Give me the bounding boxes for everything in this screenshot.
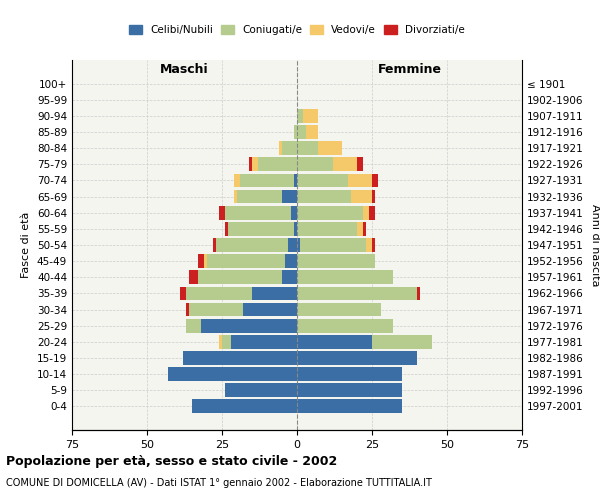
Bar <box>318 142 342 155</box>
Bar <box>240 174 294 188</box>
Bar <box>357 222 363 235</box>
Bar <box>333 158 357 171</box>
Text: Popolazione per età, sesso e stato civile - 2002: Popolazione per età, sesso e stato civil… <box>6 455 337 468</box>
Bar <box>225 384 297 397</box>
Bar <box>297 206 363 220</box>
Bar <box>357 158 363 171</box>
Bar <box>297 367 402 381</box>
Bar <box>258 158 297 171</box>
Text: Maschi: Maschi <box>160 62 209 76</box>
Bar <box>252 286 297 300</box>
Bar <box>372 190 375 203</box>
Bar <box>294 125 297 139</box>
Bar <box>234 174 240 188</box>
Bar <box>288 238 297 252</box>
Bar <box>180 286 186 300</box>
Bar <box>297 286 417 300</box>
Bar <box>225 222 228 235</box>
Bar <box>168 367 297 381</box>
Bar <box>291 206 297 220</box>
Bar <box>297 238 300 252</box>
Bar <box>219 206 225 220</box>
Bar <box>297 142 318 155</box>
Bar <box>282 190 297 203</box>
Bar <box>252 158 258 171</box>
Bar <box>243 302 297 316</box>
Bar <box>282 270 297 284</box>
Bar <box>297 351 417 365</box>
Bar <box>249 158 252 171</box>
Bar <box>297 335 372 348</box>
Bar <box>297 384 402 397</box>
Bar <box>348 174 372 188</box>
Bar <box>189 270 198 284</box>
Bar <box>363 222 366 235</box>
Bar <box>216 238 288 252</box>
Bar <box>303 109 318 123</box>
Legend: Celibi/Nubili, Coniugati/e, Vedovi/e, Divorziati/e: Celibi/Nubili, Coniugati/e, Vedovi/e, Di… <box>125 21 469 39</box>
Bar <box>231 335 297 348</box>
Bar <box>186 319 201 332</box>
Text: COMUNE DI DOMICELLA (AV) - Dati ISTAT 1° gennaio 2002 - Elaborazione TUTTITALIA.: COMUNE DI DOMICELLA (AV) - Dati ISTAT 1°… <box>6 478 432 488</box>
Bar <box>219 335 222 348</box>
Bar <box>192 400 297 413</box>
Bar <box>297 190 351 203</box>
Bar <box>207 254 285 268</box>
Bar <box>198 254 204 268</box>
Bar <box>417 286 420 300</box>
Bar <box>222 335 231 348</box>
Bar <box>297 270 393 284</box>
Y-axis label: Anni di nascita: Anni di nascita <box>590 204 600 286</box>
Bar <box>306 125 318 139</box>
Bar <box>201 319 297 332</box>
Bar <box>366 238 372 252</box>
Bar <box>237 190 282 203</box>
Bar <box>225 206 291 220</box>
Bar <box>294 174 297 188</box>
Bar <box>204 254 207 268</box>
Bar <box>186 286 252 300</box>
Bar <box>213 238 216 252</box>
Bar <box>372 174 378 188</box>
Bar <box>186 302 189 316</box>
Bar <box>183 351 297 365</box>
Bar <box>297 125 306 139</box>
Bar <box>300 238 366 252</box>
Text: Femmine: Femmine <box>377 62 442 76</box>
Bar <box>297 158 333 171</box>
Bar <box>294 222 297 235</box>
Bar <box>285 254 297 268</box>
Bar <box>297 174 348 188</box>
Bar <box>297 222 357 235</box>
Bar <box>198 270 282 284</box>
Y-axis label: Fasce di età: Fasce di età <box>22 212 31 278</box>
Bar <box>369 206 375 220</box>
Bar <box>279 142 282 155</box>
Bar <box>372 335 432 348</box>
Bar <box>297 109 303 123</box>
Bar <box>351 190 372 203</box>
Bar <box>297 319 393 332</box>
Bar <box>297 302 381 316</box>
Bar <box>282 142 297 155</box>
Bar <box>372 238 375 252</box>
Bar <box>297 400 402 413</box>
Bar <box>297 254 375 268</box>
Bar <box>189 302 243 316</box>
Bar <box>363 206 369 220</box>
Bar <box>234 190 237 203</box>
Bar <box>228 222 294 235</box>
